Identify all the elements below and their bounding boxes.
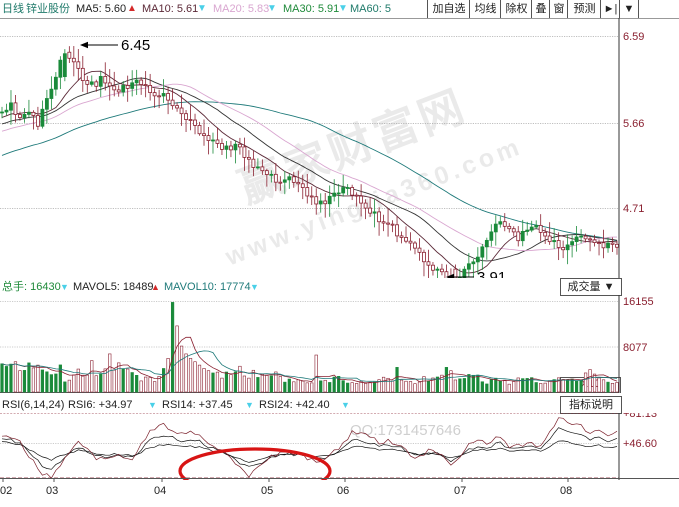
svg-text:6.59: 6.59 (623, 31, 644, 43)
svg-text:04: 04 (154, 485, 166, 497)
svg-text:3.91: 3.91 (477, 269, 506, 278)
svg-text:8077: 8077 (623, 342, 647, 354)
svg-text:5.66: 5.66 (623, 118, 644, 130)
svg-text:4.71: 4.71 (623, 203, 644, 215)
svg-text:03: 03 (46, 485, 58, 497)
svg-text:07: 07 (454, 485, 466, 497)
svg-text:05: 05 (261, 485, 273, 497)
svg-text:08: 08 (560, 485, 572, 497)
svg-text:16155: 16155 (623, 296, 654, 308)
svg-text:02: 02 (0, 485, 12, 497)
svg-text:6.45: 6.45 (121, 37, 150, 54)
svg-text:06: 06 (337, 485, 349, 497)
